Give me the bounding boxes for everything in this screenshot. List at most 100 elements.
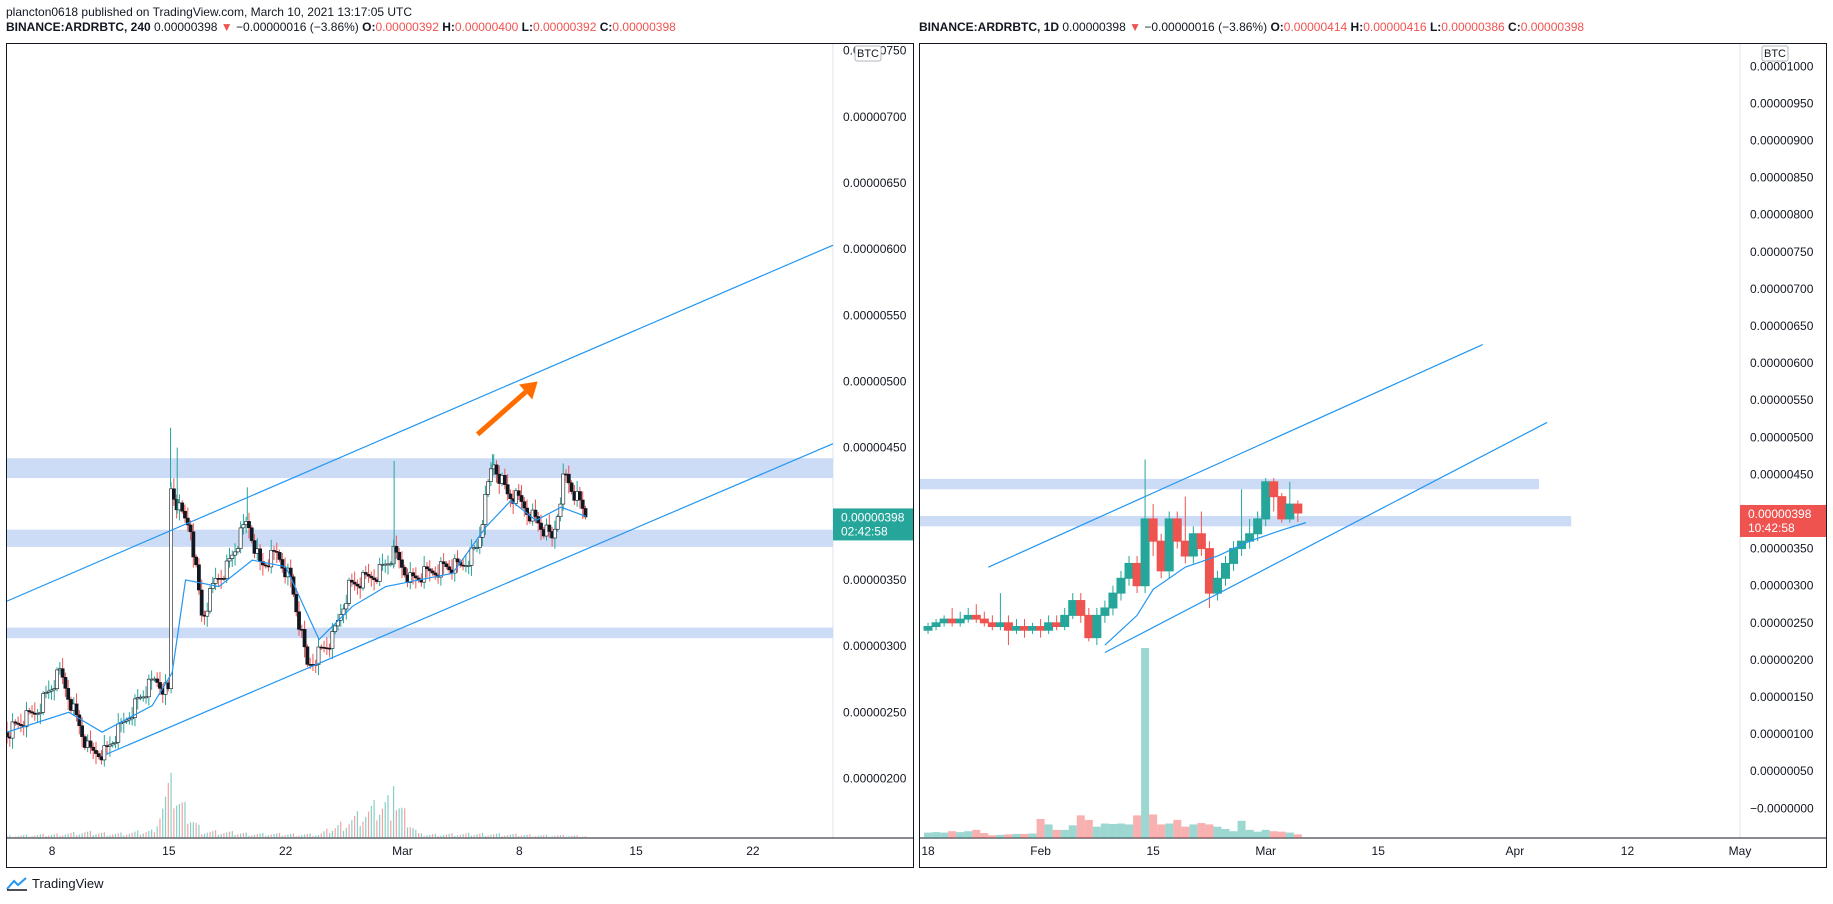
tradingview-footer[interactable]: TradingView xyxy=(6,876,104,891)
y-tick-label: 0.00000050 xyxy=(1750,764,1814,778)
candle-body xyxy=(41,693,46,713)
candle-body xyxy=(38,711,43,714)
volume-bar xyxy=(276,833,278,838)
right-chart[interactable]: 0.00001000 0.00000950 0.00000900 0.00000850… xyxy=(920,44,1826,867)
close-value: 0.00000398 xyxy=(1520,20,1585,34)
right-chart-pane[interactable]: 0.00001000 0.00000950 0.00000900 0.00000850… xyxy=(919,43,1827,868)
volume-bar xyxy=(1012,833,1021,838)
candle-body xyxy=(247,521,251,529)
volume-bar xyxy=(78,834,80,838)
volume-bar xyxy=(356,811,359,838)
volume-bar xyxy=(89,830,92,838)
volume-bar xyxy=(331,830,333,838)
volume-bar xyxy=(523,835,525,838)
candle-body xyxy=(979,618,989,624)
volume-bar xyxy=(582,836,584,838)
volume-bar xyxy=(337,825,339,838)
candle-body xyxy=(344,603,349,610)
candle-body xyxy=(188,524,193,533)
left-chart-pane[interactable]: 0.000007500.000007000.000006500.00000600… xyxy=(6,43,914,868)
volume-bar xyxy=(9,835,11,838)
volume-bar xyxy=(98,833,100,838)
candle-body xyxy=(1108,592,1118,609)
volume-bar xyxy=(543,835,545,838)
candle-body xyxy=(238,527,243,549)
volume-bar xyxy=(162,808,164,838)
candle-body xyxy=(91,746,96,751)
volume-bar xyxy=(1197,823,1206,838)
volume-bar xyxy=(1165,823,1174,838)
volume-bar xyxy=(532,836,534,838)
volume-bar xyxy=(84,832,86,838)
arrow-head-icon xyxy=(519,381,538,400)
candle-body xyxy=(199,589,204,616)
volume-bar xyxy=(948,831,957,838)
volume-bar xyxy=(206,832,208,838)
candle-body xyxy=(1229,548,1239,564)
volume-bar xyxy=(354,815,356,838)
volume-bar xyxy=(248,835,250,838)
candle-body xyxy=(169,488,173,690)
candle-body xyxy=(333,625,338,632)
volume-bar xyxy=(1269,831,1278,838)
volume-bar xyxy=(103,832,105,838)
volume-bar xyxy=(1076,815,1085,838)
candle-body xyxy=(455,558,460,563)
candle-body xyxy=(1076,600,1086,616)
candle-body xyxy=(539,522,543,530)
candle-body xyxy=(280,559,285,569)
last-price-tag xyxy=(833,508,913,541)
volume-bar xyxy=(348,824,350,838)
candle-body xyxy=(1044,622,1054,631)
candle-body xyxy=(502,475,507,485)
volume-bar xyxy=(217,834,219,838)
last-price: 0.00000398 xyxy=(154,20,218,34)
volume-bar xyxy=(1028,833,1037,838)
close-label: C: xyxy=(599,20,613,34)
volume-bar xyxy=(545,834,548,838)
candle-body xyxy=(1261,481,1271,520)
volume-bar xyxy=(445,834,448,838)
volume-bar xyxy=(231,831,233,838)
volume-bar xyxy=(290,834,292,838)
candle-body xyxy=(127,718,132,721)
candle-body xyxy=(1036,626,1046,631)
candle-body xyxy=(13,721,18,724)
candle-body xyxy=(566,473,571,484)
volume-bar xyxy=(381,808,384,838)
y-tick-label: 0.00000900 xyxy=(1750,133,1814,147)
candle-body xyxy=(397,551,402,561)
volume-bar xyxy=(470,835,473,838)
candle-body xyxy=(258,548,262,562)
volume-bar xyxy=(81,833,83,838)
open-label: O: xyxy=(362,20,376,34)
volume-bar xyxy=(390,820,392,838)
candle-body xyxy=(447,566,452,571)
y-tick-label: 0.00000500 xyxy=(1750,430,1814,444)
candle-body xyxy=(185,517,190,526)
open-label: O: xyxy=(1270,20,1284,34)
candle-body xyxy=(180,502,185,512)
volume-bar xyxy=(303,834,306,838)
volume-bar xyxy=(459,834,461,838)
open-value: 0.00000414 xyxy=(1283,20,1348,34)
x-tick-label: Feb xyxy=(1030,844,1051,858)
support-resistance-zone xyxy=(7,458,833,479)
candle-body xyxy=(55,669,59,689)
volume-bar xyxy=(326,828,328,838)
volume-bar xyxy=(134,831,136,838)
candle-body xyxy=(1188,533,1198,557)
volume-bar xyxy=(420,833,422,838)
candle-body xyxy=(66,688,71,700)
volume-bar xyxy=(181,802,183,838)
close-value: 0.00000398 xyxy=(612,20,676,34)
volume-bar xyxy=(256,834,258,838)
candle-body xyxy=(1220,562,1230,579)
candle-body xyxy=(430,570,435,574)
candle-body xyxy=(277,552,282,560)
volume-bar xyxy=(329,833,331,838)
candle-body xyxy=(305,646,310,665)
volume-bar xyxy=(512,834,514,838)
volume-bar xyxy=(201,834,203,838)
left-chart[interactable]: 0.000007500.000007000.000006500.00000600… xyxy=(7,44,913,867)
